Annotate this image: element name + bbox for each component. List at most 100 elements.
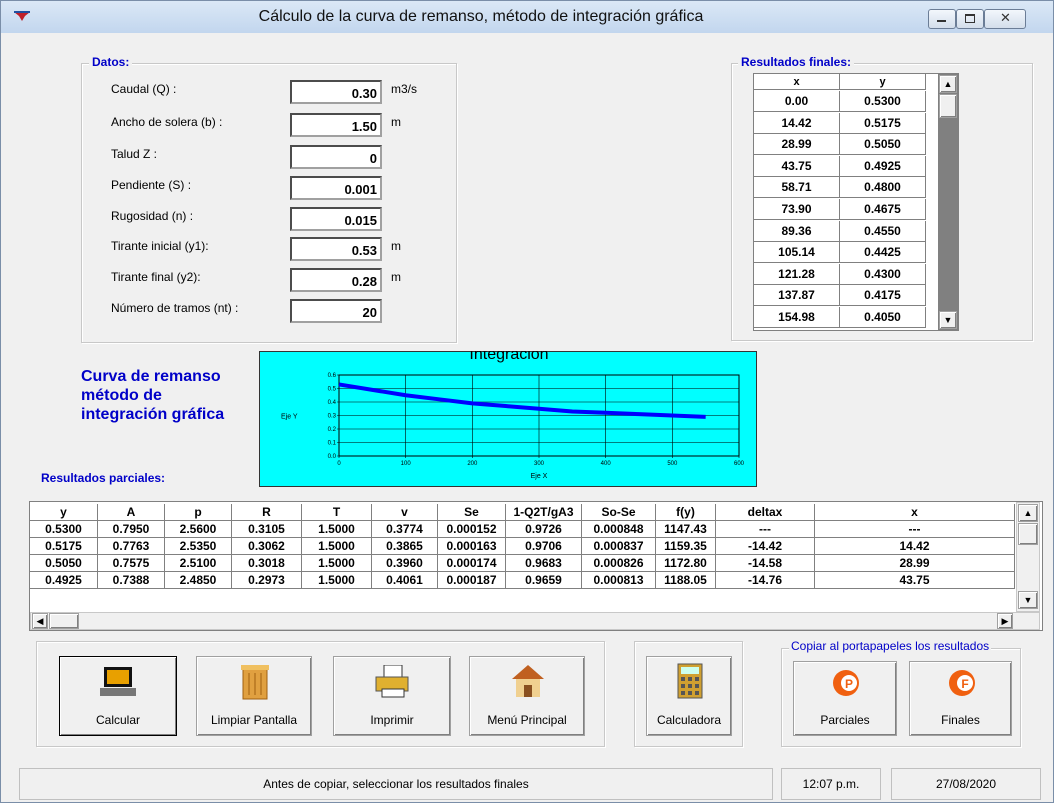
y-axis-label: Eje Y [281, 414, 298, 421]
field-input[interactable]: 0.001 [290, 176, 382, 200]
column-header: y [30, 504, 98, 521]
table-cell: 0.4050 [840, 307, 926, 328]
minimize-button[interactable] [928, 9, 956, 29]
scroll-down[interactable]: ▼ [939, 311, 957, 329]
scroll-thumb[interactable] [1018, 523, 1038, 545]
column-header: v [372, 504, 438, 521]
column-header: R [232, 504, 302, 521]
column-header: So-Se [582, 504, 656, 521]
calculadora-button[interactable]: Calculadora [646, 656, 732, 736]
calculadora-frame [634, 641, 743, 747]
window-title: Cálculo de la curva de remanso, método d… [258, 8, 704, 25]
scroll-up[interactable]: ▲ [1018, 504, 1038, 522]
x-tick-label: 500 [667, 461, 678, 467]
y-tick-label: 0.6 [328, 373, 337, 379]
parciales-label: Resultados parciales: [41, 471, 166, 485]
field-label: Número de tramos (nt) : [111, 301, 239, 315]
table-cell: 0.4061 [372, 572, 438, 589]
table-cell: 1147.43 [656, 521, 716, 538]
table-cell: 1.5000 [302, 521, 372, 538]
table-cell: 0.000187 [438, 572, 506, 589]
table-cell: 0.00 [754, 91, 840, 112]
calcular-button[interactable]: Calcular [59, 656, 177, 736]
curva-heading: Curva de remanso método de integración g… [81, 368, 225, 423]
table-cell: 0.3960 [372, 555, 438, 572]
table-cell: 0.000826 [582, 555, 656, 572]
maximize-button[interactable] [956, 9, 984, 29]
x-tick-label: 100 [401, 461, 412, 467]
field-input[interactable]: 20 [290, 299, 382, 323]
field-input[interactable]: 0 [290, 145, 382, 169]
column-header: deltax [716, 504, 815, 521]
close-button[interactable]: ✕ [984, 9, 1026, 29]
y-tick-label: 0.2 [328, 427, 337, 433]
column-header: f(y) [656, 504, 716, 521]
parciales-button[interactable]: P Parciales [793, 661, 897, 736]
imprimir-button[interactable]: Imprimir [333, 656, 451, 736]
table-cell: 43.75 [754, 155, 840, 177]
field-input[interactable]: 0.015 [290, 207, 382, 231]
scrollbar[interactable]: ▲ ▼ [938, 74, 958, 330]
scroll-left[interactable]: ◀ [32, 613, 48, 629]
table-cell: -14.42 [716, 538, 815, 555]
table-cell: 105.14 [754, 242, 840, 264]
h-scrollbar[interactable]: ◀ ▶ [30, 612, 1040, 630]
field-unit: m [391, 270, 401, 284]
table-cell: 28.99 [754, 134, 840, 156]
menu-button[interactable]: Menú Principal [469, 656, 585, 736]
button-label: Finales [941, 713, 980, 727]
table-cell: 0.5175 [840, 112, 926, 134]
finales-table: x y 0.00 0.5300 14.42 0.5175 28.99 0.5050 43.75 0… [753, 73, 959, 331]
field-unit: m3/s [391, 82, 418, 96]
finales-button[interactable]: F Finales [909, 661, 1012, 736]
scroll-down[interactable]: ▼ [1018, 591, 1038, 609]
table-cell: 0.4925 [840, 155, 926, 177]
field-label: Rugosidad (n) : [111, 209, 194, 223]
v-scrollbar[interactable]: ▲ ▼ [1016, 502, 1040, 612]
table-cell: 1.5000 [302, 572, 372, 589]
column-header: T [302, 504, 372, 521]
scroll-right[interactable]: ▶ [997, 613, 1013, 629]
field-input[interactable]: 0.30 [290, 80, 382, 104]
finales-group [731, 63, 1033, 341]
x-tick-label: 0 [337, 461, 341, 467]
table-cell: 0.7388 [98, 572, 165, 589]
limpiar-button[interactable]: Limpiar Pantalla [196, 656, 312, 736]
button-label: Calcular [95, 713, 140, 727]
svg-text:F: F [961, 677, 968, 691]
table-cell: 0.7575 [98, 555, 165, 572]
button-label: Calculadora [656, 713, 722, 727]
table-cell: 14.42 [754, 112, 840, 134]
datos-legend: Datos: [89, 55, 133, 69]
scroll-thumb[interactable] [939, 94, 957, 118]
field-label: Tirante final (y2): [111, 270, 201, 284]
column-header: A [98, 504, 165, 521]
table-cell: 0.4175 [840, 285, 926, 307]
y-tick-label: 0.1 [328, 441, 337, 447]
table-cell: -14.58 [716, 555, 815, 572]
field-input[interactable]: 0.28 [290, 268, 382, 292]
table-cell: 0.3105 [232, 521, 302, 538]
table-cell: 0.3774 [372, 521, 438, 538]
scroll-thumb[interactable] [49, 613, 79, 629]
table-cell: 14.42 [815, 538, 1015, 555]
title-bar: Cálculo de la curva de remanso, método d… [1, 1, 1053, 33]
field-input[interactable]: 0.53 [290, 237, 382, 261]
scroll-up[interactable]: ▲ [939, 75, 957, 93]
table-cell: 0.9726 [506, 521, 582, 538]
table-cell: 0.4925 [30, 572, 98, 589]
table-cell: 0.4675 [840, 199, 926, 220]
table-cell: 58.71 [754, 177, 840, 199]
table-cell: 2.5600 [165, 521, 232, 538]
button-label: Imprimir [370, 713, 414, 727]
chart-background [259, 351, 757, 487]
field-unit: m [391, 115, 401, 129]
x-tick-label: 400 [601, 461, 612, 467]
table-cell: 137.87 [754, 285, 840, 307]
column-header: x [754, 74, 840, 90]
table-cell: 121.28 [754, 263, 840, 285]
table-cell: --- [815, 521, 1015, 538]
field-input[interactable]: 1.50 [290, 113, 382, 137]
